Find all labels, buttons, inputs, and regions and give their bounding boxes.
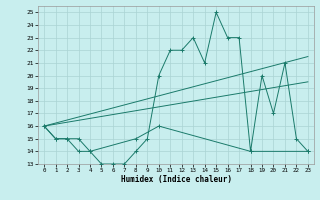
X-axis label: Humidex (Indice chaleur): Humidex (Indice chaleur): [121, 175, 231, 184]
